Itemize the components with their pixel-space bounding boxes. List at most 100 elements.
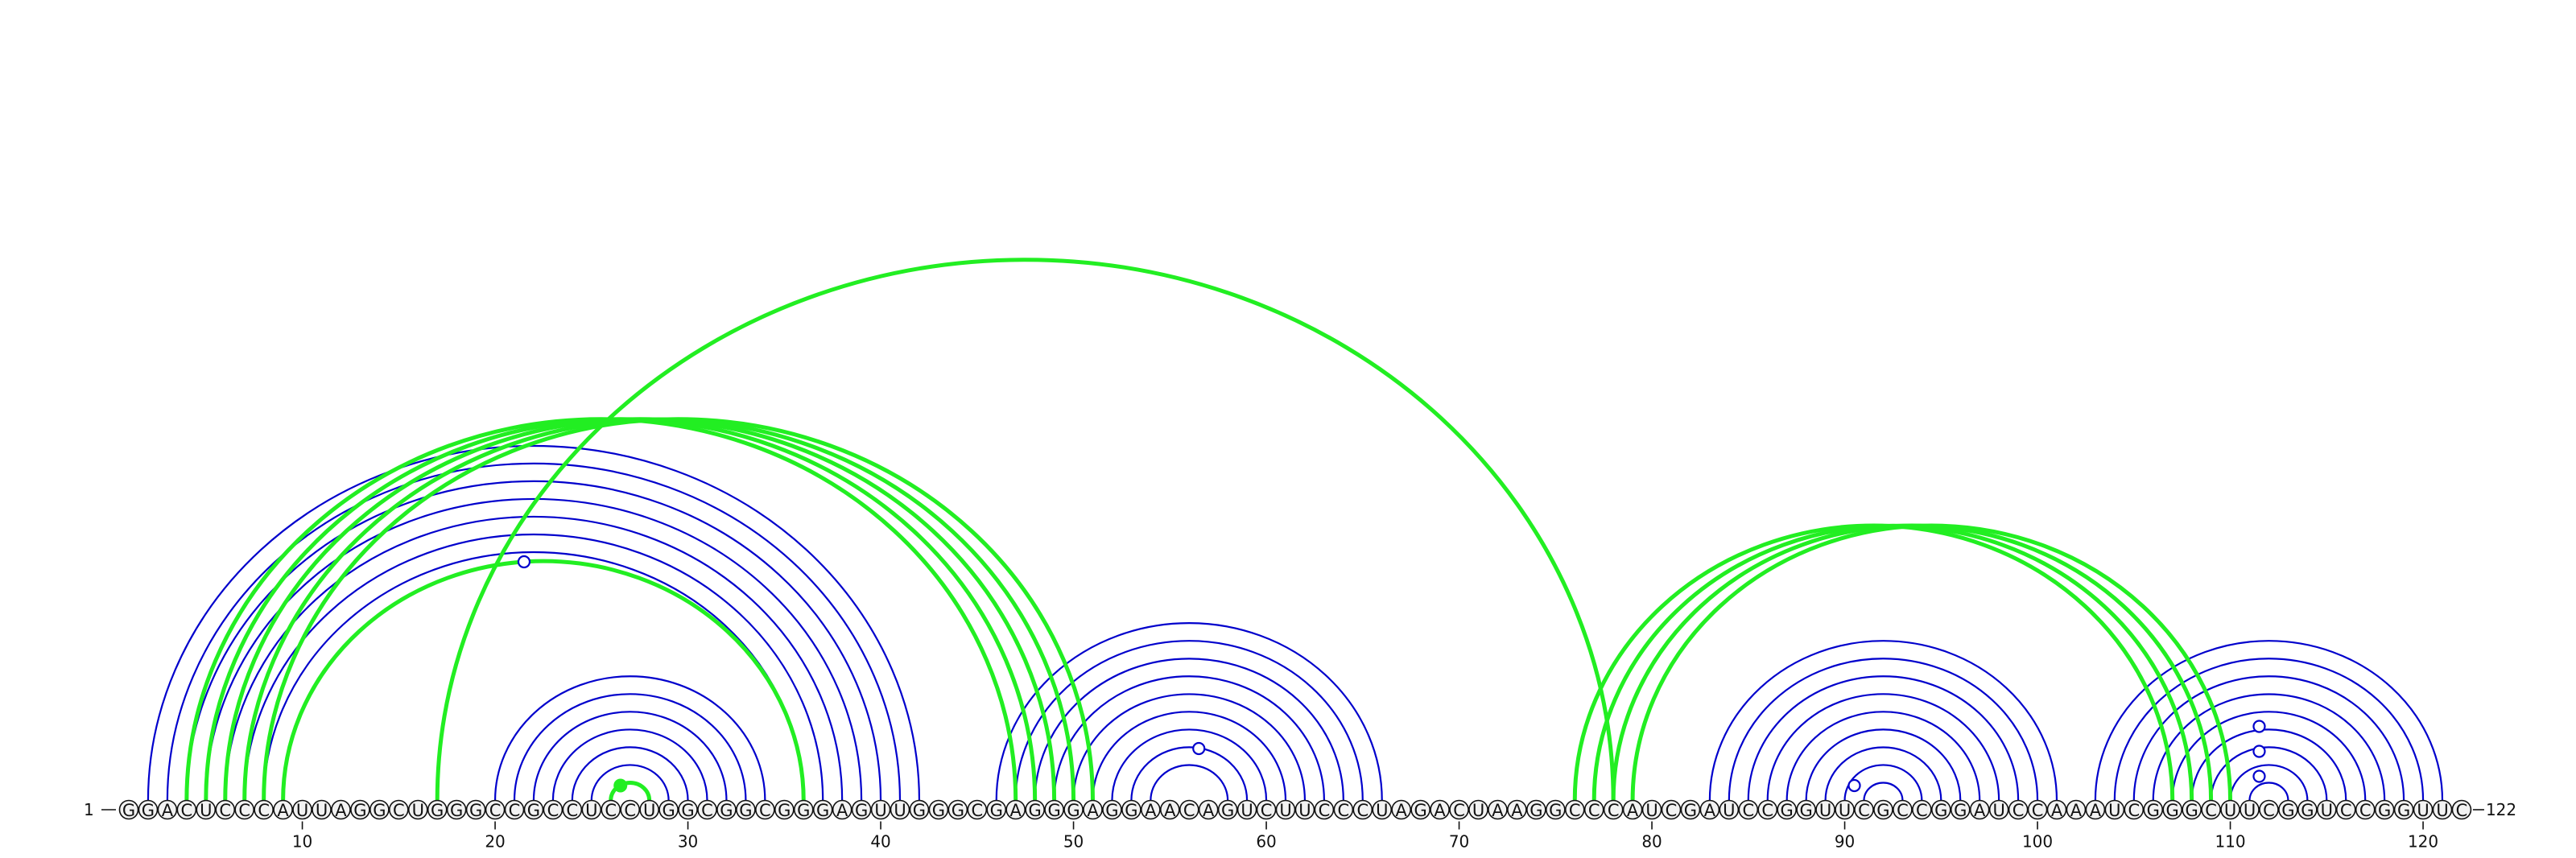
nucleotide: C xyxy=(1738,799,1759,820)
reference-arc xyxy=(571,746,689,801)
nucleotide-circle xyxy=(986,799,1007,820)
nucleotide-letter: C xyxy=(567,801,579,820)
nucleotide-letter: U xyxy=(1992,801,2004,820)
nucleotide: U xyxy=(1719,799,1740,820)
nucleotide: U xyxy=(870,799,891,820)
nucleotide: C xyxy=(388,799,409,820)
nucleotide-circle xyxy=(196,799,217,820)
nucleotide: A xyxy=(331,799,351,820)
nucleotide-circle xyxy=(1950,799,1971,820)
nucleotide-circle xyxy=(2413,799,2434,820)
nucleotide-circle xyxy=(1835,799,1855,820)
nucleotide: G xyxy=(851,799,872,820)
nucleotide-circle xyxy=(581,799,602,820)
nucleotide-circle xyxy=(2182,799,2202,820)
reference-arc xyxy=(513,693,747,801)
reference-arc xyxy=(1092,711,1287,801)
reference-arc xyxy=(1824,746,1942,801)
nucleotide: G xyxy=(2393,799,2414,820)
nucleotide-circle xyxy=(1005,799,1026,820)
nucleotide: C xyxy=(1854,799,1874,820)
nucleotide: U xyxy=(1372,799,1393,820)
nucleotide-letter: G xyxy=(1047,801,1060,820)
reference-arc xyxy=(2210,746,2328,801)
nucleotide-letter: C xyxy=(1666,801,1678,820)
nucleotide: U xyxy=(1236,799,1257,820)
nucleotide-letter: A xyxy=(1492,801,1504,820)
reference-arc xyxy=(1014,640,1364,801)
reference-arc xyxy=(1072,693,1307,801)
nucleotide-circle xyxy=(234,799,255,820)
reference-arc xyxy=(2229,764,2309,801)
nucleotide: G xyxy=(118,799,139,820)
nucleotide-letter: U xyxy=(1241,801,1253,820)
nucleotide-letter: G xyxy=(1067,801,1080,820)
nucleotide-circle xyxy=(774,799,795,820)
nucleotide-circle xyxy=(465,799,486,820)
nucleotide: C xyxy=(543,799,564,820)
nucleotide-circle xyxy=(118,799,139,820)
nucleotide-circle xyxy=(1083,799,1103,820)
nucleotide: A xyxy=(1160,799,1180,820)
nucleotide-circle xyxy=(1352,799,1373,820)
nucleotide: C xyxy=(485,799,506,820)
reference-arc xyxy=(204,497,863,801)
tick-label: 100 xyxy=(2022,832,2053,852)
nucleotide: G xyxy=(678,799,698,820)
nucleotide: G xyxy=(1931,799,1951,820)
reference-arc xyxy=(1785,711,1981,801)
nucleotide: A xyxy=(1005,799,1026,820)
nucleotide-letter: U xyxy=(1472,801,1484,820)
nucleotide-letter: G xyxy=(1530,801,1542,820)
reference-arc xyxy=(1863,782,1904,801)
nucleotide: C xyxy=(2355,799,2376,820)
nucleotide-letter: G xyxy=(720,801,733,820)
nucleotide-letter: G xyxy=(469,801,482,820)
reference-arc xyxy=(590,764,670,801)
nucleotide-circle xyxy=(427,799,448,820)
nucleotide: G xyxy=(736,799,756,820)
nucleotide: U xyxy=(1468,799,1488,820)
nucleotide-circle xyxy=(1893,799,1913,820)
reference-arc xyxy=(2132,675,2405,801)
nucleotide-letter: A xyxy=(1164,801,1176,820)
nucleotide-circle xyxy=(928,799,949,820)
nucleotide-letter: C xyxy=(489,801,502,820)
tick-label: 30 xyxy=(678,832,698,852)
nucleotide-letter: G xyxy=(2166,801,2179,820)
nucleotide: G xyxy=(350,799,370,820)
nucleotide: U xyxy=(890,799,910,820)
reference-arc xyxy=(1111,728,1268,801)
nucleotide-letter: G xyxy=(1549,801,1562,820)
nucleotide: G xyxy=(1680,799,1701,820)
nucleotide: C xyxy=(620,799,641,820)
nucleotide-circle xyxy=(157,799,178,820)
nucleotide-letter: A xyxy=(1434,801,1446,820)
reference-arc xyxy=(995,622,1383,801)
nucleotide-letter: G xyxy=(431,801,444,820)
nucleotide: G xyxy=(1044,799,1064,820)
nucleotide: C xyxy=(1757,799,1778,820)
nucleotide: C xyxy=(1449,799,1469,820)
predicted-arc xyxy=(184,417,1018,801)
nucleotide-circle xyxy=(1988,799,2009,820)
nucleotide-letter: G xyxy=(952,801,964,820)
nucleotide-letter: A xyxy=(1145,801,1157,820)
nucleotide-circle xyxy=(1777,799,1797,820)
nucleotide-letter: G xyxy=(681,801,694,820)
nucleotide: C xyxy=(1893,799,1913,820)
nucleotide-circle xyxy=(2278,799,2298,820)
tick-label: 50 xyxy=(1063,832,1084,852)
reference-arc xyxy=(185,480,882,801)
sequence-axis: 1 122 xyxy=(84,800,2516,819)
nucleotide-letter: G xyxy=(1800,801,1813,820)
nucleotide-letter: U xyxy=(316,801,328,820)
nucleotide-circle xyxy=(851,799,872,820)
reference-arc xyxy=(1805,728,1962,801)
nucleotide-circle xyxy=(2393,799,2414,820)
reference-arc xyxy=(2190,728,2347,801)
nucleotide-letter: A xyxy=(335,801,347,820)
nucleotide-circle xyxy=(1622,799,1643,820)
nucleotide-letter: C xyxy=(1588,801,1600,820)
